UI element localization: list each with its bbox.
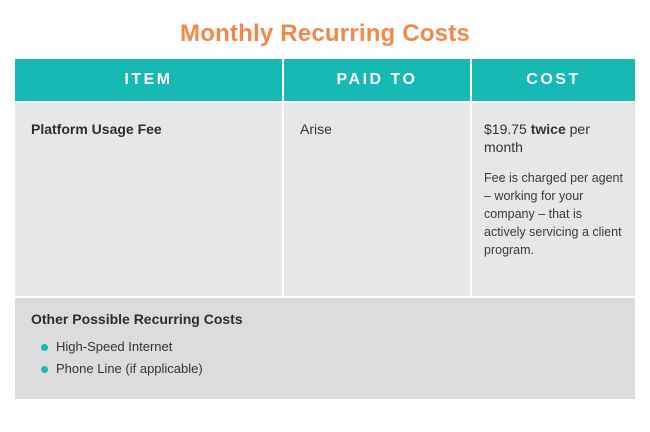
bullet-dot-icon: [41, 343, 48, 351]
table-row: Platform Usage Fee Arise $19.75 twice pe…: [15, 101, 635, 296]
item-name: Platform Usage Fee: [31, 121, 162, 137]
cost-note: Fee is charged per agent – working for y…: [484, 171, 623, 257]
header-cost: COST: [526, 71, 581, 88]
bullet-dot-icon: [41, 365, 48, 373]
other-costs-section: Other Possible Recurring Costs High-Spee…: [15, 296, 635, 399]
list-item-label: Phone Line (if applicable): [56, 361, 203, 376]
list-item: High-Speed Internet: [31, 336, 619, 358]
paid-to-value: Arise: [300, 121, 332, 137]
page-title: Monthly Recurring Costs: [180, 20, 470, 47]
header-item: ITEM: [15, 59, 284, 101]
header-paid-to: PAID TO: [284, 59, 472, 101]
item-cell: Platform Usage Fee: [15, 103, 284, 296]
cost-emphasis: twice: [530, 121, 566, 137]
table-header: ITEM PAID TO COST: [15, 59, 635, 101]
cost-price: $19.75: [484, 121, 527, 137]
cost-amount: $19.75 twice per month: [484, 120, 627, 156]
other-costs-list: High-Speed Internet Phone Line (if appli…: [31, 336, 619, 380]
other-costs-title: Other Possible Recurring Costs: [31, 311, 243, 327]
cost-suffix: per month: [484, 121, 590, 155]
list-item-label: High-Speed Internet: [56, 339, 173, 354]
paid-to-cell: Arise: [284, 103, 472, 296]
list-item: Phone Line (if applicable): [31, 358, 619, 380]
cost-cell: $19.75 twice per month Fee is charged pe…: [472, 103, 635, 296]
costs-table: ITEM PAID TO COST Platform Usage Fee Ari…: [15, 59, 635, 399]
